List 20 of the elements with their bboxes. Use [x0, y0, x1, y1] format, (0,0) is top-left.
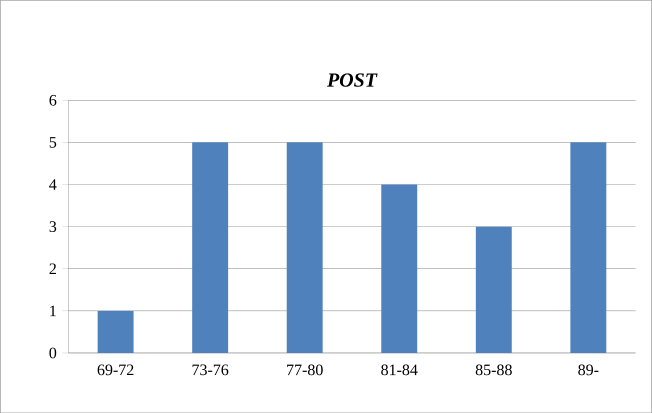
- y-tick-label: 4: [49, 179, 57, 190]
- bar: [286, 142, 323, 353]
- chart-title: POST: [326, 73, 378, 87]
- y-tick-label: 3: [50, 221, 56, 232]
- y-tick-label: 0: [49, 347, 56, 358]
- x-tick-label: 77-80: [287, 364, 323, 376]
- bar: [381, 184, 418, 353]
- x-tick-label: 85-88: [476, 364, 512, 376]
- bar: [98, 310, 134, 353]
- y-tick-label: 6: [50, 94, 56, 106]
- x-tick-label: 73-76: [192, 364, 228, 376]
- x-tick-label: 81-84: [381, 364, 418, 376]
- bar: [476, 226, 512, 353]
- y-tick-label: 5: [50, 136, 56, 148]
- x-tick-label: 89-: [578, 364, 598, 376]
- bar: [570, 142, 606, 353]
- x-tick-label: 69-72: [98, 364, 134, 376]
- y-tick-label: 2: [50, 263, 56, 274]
- y-tick-label: 1: [50, 305, 56, 316]
- bar: [192, 142, 228, 353]
